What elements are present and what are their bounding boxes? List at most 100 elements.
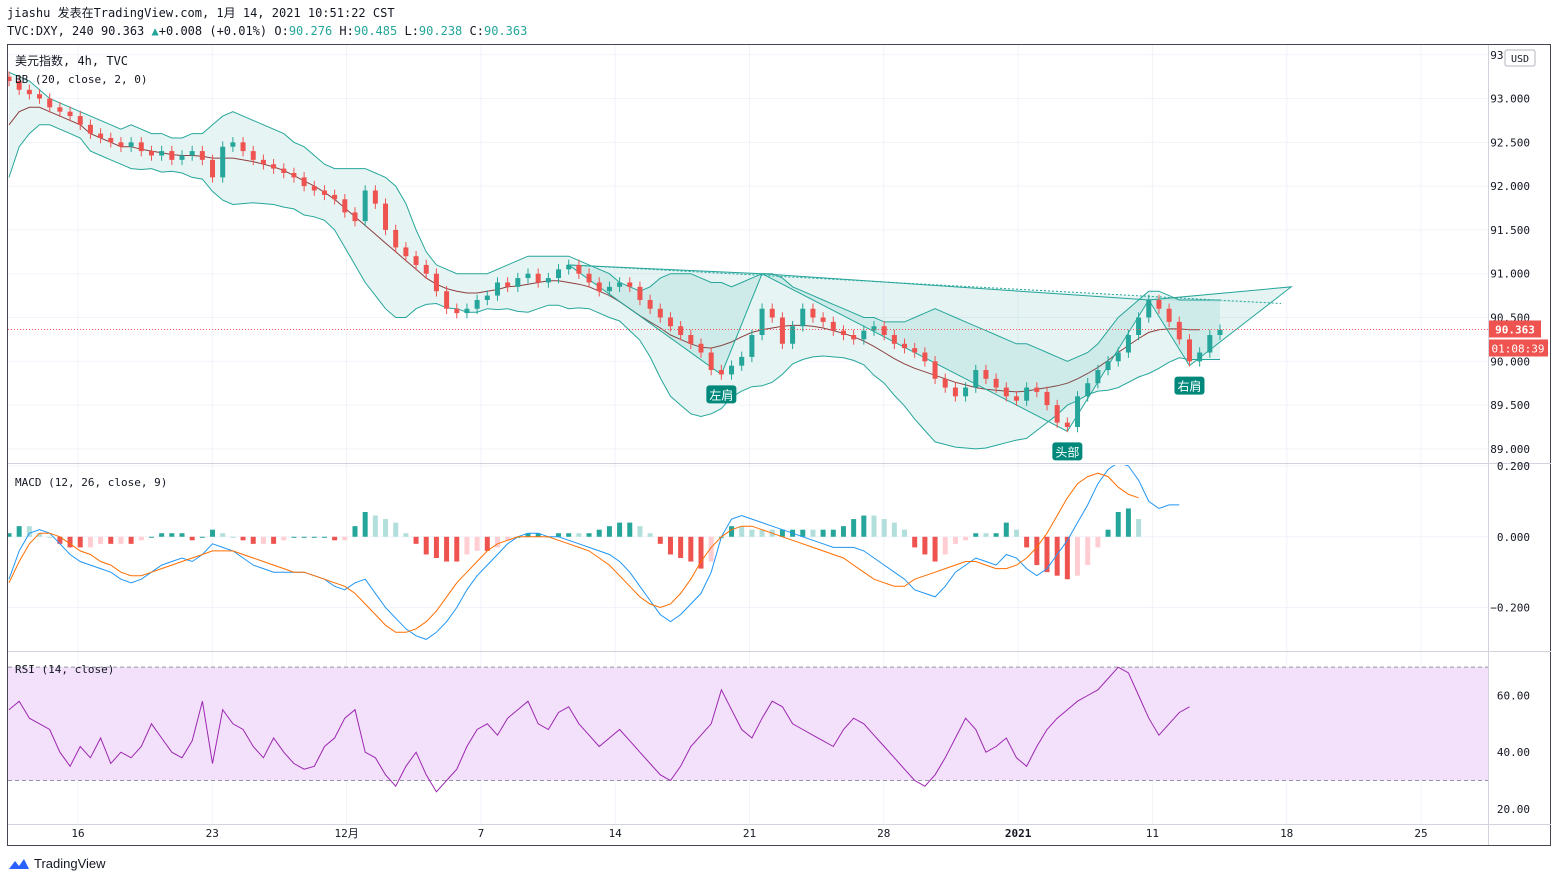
candle-body [372,190,378,204]
candle-body [474,299,480,309]
pattern-label-box [706,385,737,404]
macd-histogram-bar [67,536,73,548]
macd-histogram-bar [169,533,175,537]
candle-body [321,190,327,195]
candle-body [1125,335,1131,353]
candle-body [830,321,836,331]
macd-histogram-bar [871,515,877,537]
macd-histogram-bar [413,536,419,544]
macd-histogram-bar [128,536,134,544]
macd-histogram-bar [26,526,32,537]
y-tick-label: 40.00 [1497,746,1530,759]
candle-body [566,264,572,270]
candle-body [932,361,938,379]
candle-body [708,352,714,371]
candle-body [678,326,684,336]
macd-histogram-bar [301,536,307,538]
macd-histogram-bar [678,536,684,558]
macd-histogram-bar [494,536,500,548]
macd-histogram-bar [596,529,602,537]
macd-histogram-bar [973,533,979,537]
candle-body [1217,329,1223,336]
x-tick-label: 14 [609,827,623,840]
candle-body [667,317,673,327]
candle-body [1064,422,1070,427]
macd-histogram-bar [1044,536,1050,573]
macd-histogram-bar [332,536,338,541]
y-tick-label: 92.000 [1490,180,1530,193]
macd-histogram-bar [779,529,785,537]
macd-pane [8,465,1180,640]
candle-body [556,269,562,279]
macd-histogram-bar [57,536,63,544]
x-tick-label: 28 [877,827,890,840]
y-tick-label: 90.000 [1490,355,1530,368]
x-tick-label: 25 [1414,827,1427,840]
macd-histogram-bar [1125,508,1131,537]
candle-body [342,199,348,213]
macd-histogram-bar [810,529,816,537]
macd-histogram-bar [942,536,948,555]
candle-body [637,286,643,300]
macd-histogram-bar [8,533,12,537]
candle-body [1115,352,1121,362]
pattern-label: 左肩 [709,387,733,402]
macd-histogram-bar [189,536,195,541]
candle-body [189,151,195,156]
macd-histogram-bar [1003,522,1009,537]
macd-histogram-bar [698,536,704,569]
macd-histogram-bar [535,533,541,537]
macd-histogram-bar [383,519,389,537]
macd-histogram-bar [932,536,938,562]
macd-histogram-bar [433,536,439,558]
close-value: 90.363 [483,24,528,38]
candle-body [1003,387,1009,397]
candle-body [881,326,887,336]
candle-body [861,330,867,340]
macd-histogram-bar [230,536,236,538]
macd-histogram-bar [637,526,643,537]
currency-badge [1504,49,1536,67]
macd-histogram-bar [260,536,266,544]
macd-histogram-bar [108,536,114,544]
candle-body [423,264,429,274]
ohlc-legend: TVC:DXY, 240 90.363 ▲+0.008 (+0.01%) O:9… [7,24,527,38]
macd-histogram-bar [352,526,358,537]
candle-body [464,308,470,314]
candle-body [47,98,53,108]
candle-body [403,247,409,257]
candle-body [851,335,857,340]
candle-body [271,164,277,169]
open-value: 90.276 [288,24,333,38]
open-label: O: [274,24,289,38]
pattern-label-box [1052,442,1083,461]
candle-body [250,151,256,160]
candle-body [1085,383,1091,397]
candle-body [810,308,816,318]
candle-body [1075,396,1081,427]
candle-body [1176,321,1182,340]
macd-histogram-bar [505,536,511,541]
candle-body [1166,308,1172,322]
macd-histogram-bar [271,536,277,544]
candle-body [291,172,297,178]
candle-body [159,151,165,156]
candle-body [698,343,704,353]
bb-lower-line [8,124,1220,450]
macd-histogram-bar [739,526,745,537]
macd-histogram-bar [281,536,287,541]
y-tick-label: 89.000 [1490,443,1530,456]
candle-body [148,151,154,156]
macd-histogram-bar [47,536,53,538]
candle-body [596,282,602,292]
candle-body [16,81,22,90]
candle-body [1105,361,1111,371]
macd-histogram-bar [77,536,83,548]
candle-body [413,256,419,265]
y-tick-label: 60.00 [1497,690,1530,703]
last-price: 90.363 [100,24,145,38]
candle-body [57,107,63,112]
pattern-label: 右肩 [1177,379,1201,394]
